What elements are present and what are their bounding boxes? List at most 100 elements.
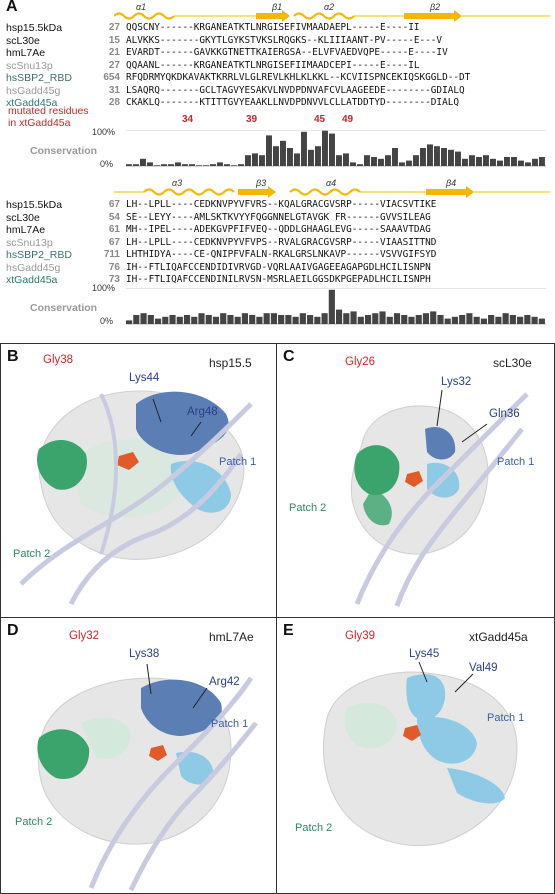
sequence-text: RFQDRMYQKDKAVAKTKRRLVLGLREVLKHLKLKKL--KC… <box>126 72 471 83</box>
conservation-bar <box>392 148 398 166</box>
gly-label-b: Gly38 <box>43 354 74 366</box>
sequence-start-number: 76 <box>108 261 120 273</box>
conservation-bar <box>273 146 279 166</box>
sequence-start-number: 54 <box>108 211 120 223</box>
conservation-bar <box>480 318 487 324</box>
ss-label-b2: β2 <box>429 2 440 12</box>
sequence-start-number: 73 <box>108 274 120 285</box>
conservation-bar <box>205 315 212 324</box>
conservation-bar <box>495 316 502 324</box>
arg-label-b: Arg48 <box>187 406 218 418</box>
ss-label-b3: β3 <box>255 178 266 188</box>
conservation-bar <box>357 164 363 166</box>
conservation-bar <box>459 315 466 324</box>
sequence-start-number: 67 <box>108 236 120 248</box>
conservation-bar <box>191 316 198 324</box>
conservation-bar <box>406 160 412 166</box>
sequence-start-number: 15 <box>108 34 120 46</box>
panel-letter-c: C <box>283 348 295 365</box>
sequence-text: LH--LPLL----CEDKNVPYVFVPS--RVALGRACGVSRP… <box>126 236 437 248</box>
secondary-structure-top: α1 β1 α2 β2 <box>114 2 550 22</box>
conservation-bar <box>444 318 451 324</box>
conservation-bar <box>154 165 160 166</box>
sequence-name: scSnu13p <box>6 59 53 72</box>
conservation-bar <box>364 315 372 324</box>
conservation-bar <box>408 316 415 324</box>
conservation-bar <box>314 316 321 324</box>
conservation-bar <box>322 130 328 166</box>
strand-b3 <box>238 186 276 198</box>
sequence-start-number: 21 <box>108 47 120 58</box>
conservation-bar <box>154 318 162 324</box>
mutated-position-34: 34 <box>182 114 194 125</box>
structure-title-d: hmL7Ae <box>209 630 254 644</box>
ss-label-b4: β4 <box>445 178 456 188</box>
conservation-bar <box>140 158 146 166</box>
val-label-e: Val49 <box>469 662 498 674</box>
conservation-bar <box>455 151 461 166</box>
conservation-bar <box>147 162 153 166</box>
lys-label-d: Lys38 <box>129 648 160 660</box>
hsp15-structure-image <box>19 390 253 606</box>
conservation-bar <box>518 160 524 166</box>
conservation-bar <box>270 313 277 324</box>
sequence-text: LHTHIDYA----CE-QNIPFVFALN-RKALGRSLNKAVP-… <box>126 249 437 260</box>
conservation-bar <box>415 315 422 324</box>
conservation-100-label-2: 100% <box>92 283 116 293</box>
sequence-text: IH--FTLIQAFCCENDIDIVRVGD-VQRLAAIVGAGEEAG… <box>126 261 431 273</box>
lys-label-e: Lys45 <box>409 648 440 660</box>
conservation-bar <box>175 162 181 166</box>
arg-label-c: Gln36 <box>489 408 520 420</box>
conservation-bar <box>420 148 426 166</box>
conservation-bar <box>278 315 285 324</box>
lys-label-b: Lys44 <box>129 372 160 384</box>
conservation-0-label-2: 0% <box>100 316 114 326</box>
panel-a-alignment: A α1 β1 α2 β2 hsp15.5kDa 27 QQSCNY------KR… <box>0 0 555 342</box>
conservation-bar <box>517 316 524 324</box>
helix-a4 <box>289 188 361 196</box>
sequence-name: scSnu13p <box>6 236 53 249</box>
conservation-bar <box>259 155 265 166</box>
secondary-structure-bottom: α3 β3 α4 β4 <box>114 178 550 198</box>
conservation-bar <box>133 315 140 324</box>
sequence-name: xtGadd45a <box>6 97 58 109</box>
conservation-bar <box>434 146 440 166</box>
conservation-bar <box>371 157 377 166</box>
conservation-bar <box>162 316 169 324</box>
sequence-text: EVARDT------GAVKKGTNETTKAIERGSA--ELVFVAE… <box>126 47 448 58</box>
conservation-bar <box>469 155 475 166</box>
conservation-label-2: Conservation <box>30 302 98 314</box>
conservation-bar <box>379 311 386 324</box>
conservation-bar <box>189 164 195 166</box>
conservation-bar <box>210 164 216 166</box>
conservation-bar <box>343 313 350 324</box>
conservation-100-label: 100% <box>92 127 116 137</box>
conservation-bar <box>532 158 538 166</box>
conservation-bar <box>511 157 517 166</box>
conservation-bar <box>227 315 234 324</box>
panel-letter-d: D <box>7 622 19 639</box>
ss-label-a3: α3 <box>172 178 182 188</box>
conservation-bar <box>280 140 286 166</box>
patch2-label-b: Patch 2 <box>13 548 51 560</box>
sequence-start-number: 61 <box>108 224 120 235</box>
sequence-start-number: 711 <box>103 249 120 260</box>
conservation-bar <box>126 320 133 324</box>
sequence-name: scL30e <box>6 211 40 224</box>
sequence-start-number: 27 <box>108 22 120 33</box>
conservation-bar <box>212 316 220 324</box>
panel-letter-b: B <box>7 348 19 365</box>
arg-label-d: Arg42 <box>209 676 240 688</box>
conservation-bar <box>372 313 379 324</box>
conservation-bar <box>466 313 473 324</box>
conservation-bar <box>168 164 174 166</box>
strand-b1 <box>256 10 290 22</box>
patch1-label-e: Patch 1 <box>487 712 525 724</box>
conservation-bar <box>336 155 342 166</box>
helix-a2 <box>293 12 355 20</box>
conservation-bar <box>169 315 176 324</box>
conservation-bar <box>385 155 391 166</box>
conservation-label-1: Conservation <box>30 145 98 157</box>
conservation-bar <box>531 316 538 324</box>
mutated-position-45: 45 <box>314 114 326 125</box>
